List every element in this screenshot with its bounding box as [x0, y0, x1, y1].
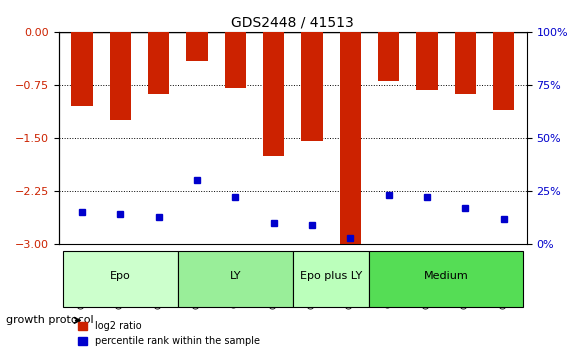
FancyBboxPatch shape: [293, 251, 370, 307]
Text: Epo plus LY: Epo plus LY: [300, 271, 362, 281]
Bar: [72, 32, 93, 106]
Text: Medium: Medium: [424, 271, 469, 281]
Bar: [416, 32, 437, 90]
FancyBboxPatch shape: [63, 251, 178, 307]
Bar: [340, 32, 361, 244]
Bar: [301, 32, 322, 142]
Title: GDS2448 / 41513: GDS2448 / 41513: [231, 15, 354, 29]
Bar: [455, 32, 476, 94]
Bar: [378, 32, 399, 81]
Text: LY: LY: [230, 271, 241, 281]
Bar: [110, 32, 131, 120]
Legend: log2 ratio, percentile rank within the sample: log2 ratio, percentile rank within the s…: [75, 319, 263, 349]
Text: Epo: Epo: [110, 271, 131, 281]
Bar: [225, 32, 246, 88]
Bar: [148, 32, 169, 94]
FancyBboxPatch shape: [370, 251, 523, 307]
Bar: [263, 32, 284, 156]
FancyBboxPatch shape: [178, 251, 293, 307]
Bar: [493, 32, 514, 109]
Bar: [187, 32, 208, 61]
Text: growth protocol: growth protocol: [6, 315, 93, 325]
